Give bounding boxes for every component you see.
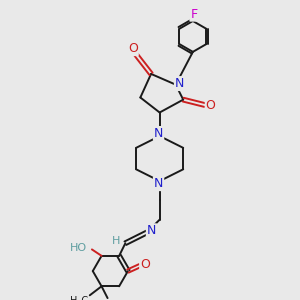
- Text: N: N: [154, 177, 163, 190]
- Text: O: O: [140, 258, 150, 271]
- Text: H₃C: H₃C: [70, 296, 88, 300]
- Text: O: O: [206, 98, 216, 112]
- Text: N: N: [154, 127, 163, 140]
- Text: N: N: [175, 77, 184, 90]
- Text: H: H: [112, 236, 121, 246]
- Text: N: N: [147, 224, 156, 237]
- Text: O: O: [128, 42, 138, 55]
- Text: F: F: [190, 8, 197, 21]
- Text: HO: HO: [70, 243, 87, 253]
